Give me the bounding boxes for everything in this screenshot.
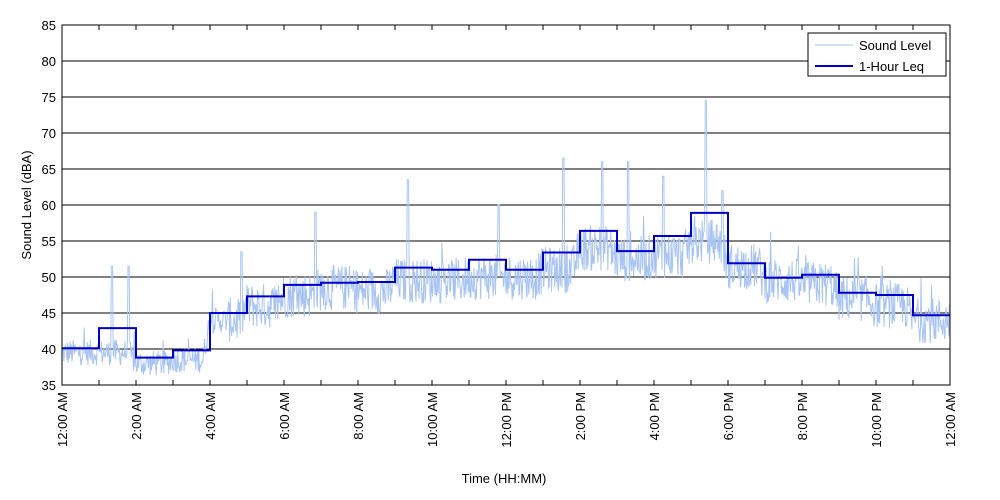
legend: Sound Level 1-Hour Leq — [807, 32, 947, 77]
y-axis-title: Sound Level (dBA) — [19, 150, 34, 259]
y-tick-label: 35 — [42, 378, 56, 393]
leq-series — [62, 211, 950, 359]
y-tick-label: 40 — [42, 342, 56, 357]
x-tick-label: 6:00 PM — [721, 392, 736, 440]
y-tick-label: 75 — [42, 90, 56, 105]
y-tick-label: 50 — [42, 270, 56, 285]
y-tick-label: 65 — [42, 162, 56, 177]
y-tick-label: 45 — [42, 306, 56, 321]
x-axis: 12:00 AM 2:00 AM 4:00 AM 6:00 AM 8:00 AM 10:0… — [55, 25, 958, 448]
x-tick-label: 4:00 PM — [647, 392, 662, 440]
x-tick-label: 2:00 AM — [129, 392, 144, 440]
x-tick-label: 6:00 AM — [277, 392, 292, 440]
legend-label-sound-level: Sound Level — [859, 38, 931, 53]
x-tick-label: 12:00 AM — [943, 392, 958, 447]
y-tick-label: 80 — [42, 54, 56, 69]
x-tick-label: 4:00 AM — [203, 392, 218, 440]
x-tick-label: 12:00 PM — [499, 392, 514, 448]
x-tick-label: 8:00 PM — [795, 392, 810, 440]
y-axis: 35 40 45 50 55 60 65 70 75 80 85 — [42, 18, 56, 393]
x-tick-label: 10:00 AM — [425, 392, 440, 447]
x-tick-label: 2:00 PM — [573, 392, 588, 440]
legend-box — [807, 32, 947, 77]
y-tick-label: 85 — [42, 18, 56, 33]
y-tick-label: 55 — [42, 234, 56, 249]
legend-label-1-hour-leq: 1-Hour Leq — [859, 59, 924, 74]
x-tick-label: 8:00 AM — [351, 392, 366, 440]
leq-step-line — [62, 211, 950, 359]
x-tick-label: 10:00 PM — [869, 392, 884, 448]
y-tick-label: 60 — [42, 198, 56, 213]
y-tick-label: 70 — [42, 126, 56, 141]
x-tick-label: 12:00 AM — [55, 392, 70, 447]
x-axis-title: Time (HH:MM) — [462, 471, 547, 486]
